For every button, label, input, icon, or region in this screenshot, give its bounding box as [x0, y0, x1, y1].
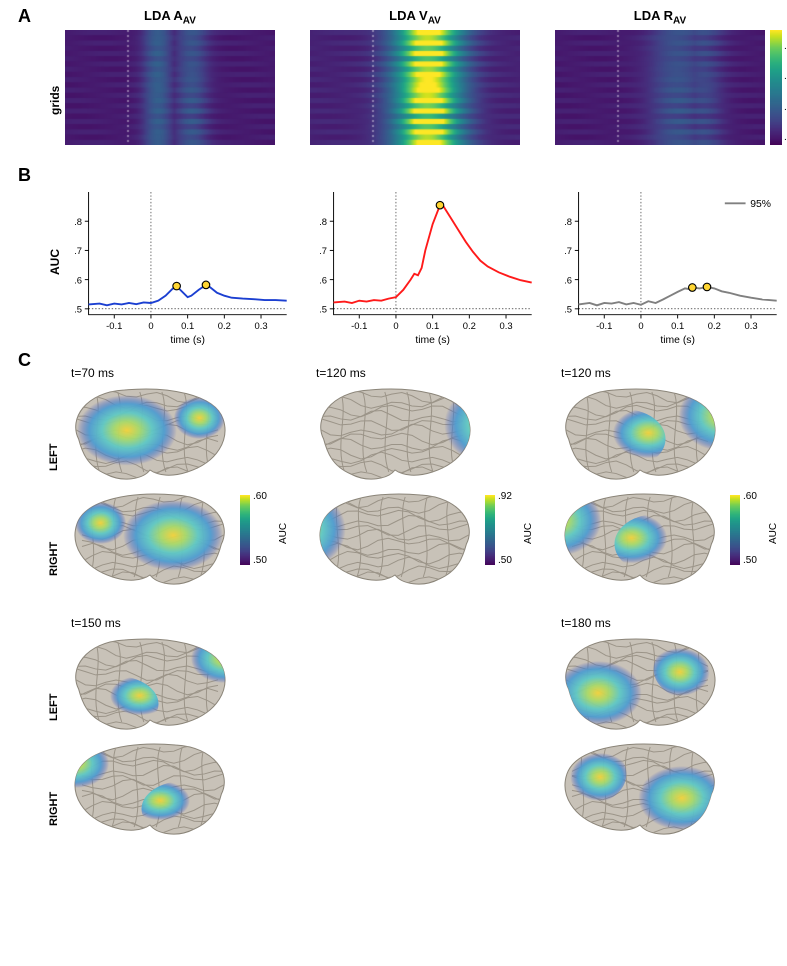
- brain-colorbar: .60.50AUC: [240, 495, 250, 570]
- svg-text:0: 0: [148, 320, 153, 331]
- svg-text:-0.1: -0.1: [596, 320, 612, 331]
- svg-text:0.2: 0.2: [708, 320, 721, 331]
- svg-text:.7: .7: [319, 245, 327, 256]
- brain-surface: [555, 489, 725, 589]
- hemisphere-label: RIGHT: [48, 542, 60, 576]
- svg-text:.8: .8: [74, 216, 82, 227]
- svg-text:0.3: 0.3: [254, 320, 267, 331]
- heatmap-v: [310, 30, 520, 150]
- heatmap-ylabel: grids: [48, 86, 62, 115]
- svg-text:time (s): time (s): [660, 335, 695, 346]
- svg-text:0: 0: [638, 320, 643, 331]
- svg-text:-0.1: -0.1: [106, 320, 122, 331]
- svg-text:95%: 95%: [750, 199, 771, 210]
- svg-text:.5: .5: [319, 304, 327, 315]
- brain-surface: [555, 384, 725, 484]
- svg-text:0.3: 0.3: [499, 320, 512, 331]
- hemisphere-label: LEFT: [48, 444, 60, 472]
- heatmap-colorbar: .5.6.7.8AUCAUCAUC: [770, 30, 782, 150]
- hemisphere-label: LEFT: [48, 694, 60, 722]
- brain-surface: [65, 739, 235, 839]
- brain-colorbar: .60.50AUC: [730, 495, 740, 570]
- timepoint-label: t=180 ms: [561, 616, 611, 630]
- panel-label-a: A: [18, 6, 31, 27]
- svg-text:time (s): time (s): [170, 335, 205, 346]
- col-title-r: LDA RAV: [555, 8, 765, 27]
- col-title-a: LDA AAV: [65, 8, 275, 27]
- brain-surface: [310, 384, 480, 484]
- svg-text:0.2: 0.2: [463, 320, 476, 331]
- brain-surface: [65, 489, 235, 589]
- hemisphere-label: RIGHT: [48, 792, 60, 826]
- brain-surface: [65, 634, 235, 734]
- svg-text:.5: .5: [564, 304, 572, 315]
- lineplot-v: .5 .6 .7 .8 -0.1 0 0.1 0.2 0.3 time (s): [310, 185, 560, 350]
- timepoint-label: t=150 ms: [71, 616, 121, 630]
- timepoint-label: t=70 ms: [71, 366, 114, 380]
- col-title-v: LDA VAV: [310, 8, 520, 27]
- panel-label-c: C: [18, 350, 31, 371]
- svg-text:.6: .6: [564, 274, 572, 285]
- svg-text:0.1: 0.1: [181, 320, 194, 331]
- brain-surface: [65, 384, 235, 484]
- brain-surface: [555, 739, 725, 839]
- brain-surface: [555, 634, 725, 734]
- timepoint-label: t=120 ms: [316, 366, 366, 380]
- svg-text:0.2: 0.2: [218, 320, 231, 331]
- heatmap-a: [65, 30, 275, 150]
- svg-text:-0.1: -0.1: [351, 320, 367, 331]
- lineplot-r: .5 .6 .7 .8 -0.1 0 0.1 0.2 0.3 time (s) 95%: [555, 185, 787, 350]
- svg-text:time (s): time (s): [415, 335, 450, 346]
- timepoint-label: t=120 ms: [561, 366, 611, 380]
- svg-text:.8: .8: [319, 216, 327, 227]
- svg-text:.7: .7: [564, 245, 572, 256]
- heatmap-r: [555, 30, 765, 150]
- svg-text:.6: .6: [319, 274, 327, 285]
- svg-text:0.1: 0.1: [671, 320, 684, 331]
- lineplot-a: .5 .6 .7 .8 -0.1 0 0.1 0.2 0.3 time (s): [65, 185, 315, 350]
- lineplot-ylabel: AUC: [48, 249, 62, 275]
- panel-label-b: B: [18, 165, 31, 186]
- svg-text:.5: .5: [74, 304, 82, 315]
- svg-text:0.1: 0.1: [426, 320, 439, 331]
- brain-surface: [310, 489, 480, 589]
- brain-colorbar: .92.50AUC: [485, 495, 495, 570]
- svg-text:.6: .6: [74, 274, 82, 285]
- svg-text:.7: .7: [74, 245, 82, 256]
- svg-text:0.3: 0.3: [744, 320, 757, 331]
- svg-text:.8: .8: [564, 216, 572, 227]
- svg-text:0: 0: [393, 320, 398, 331]
